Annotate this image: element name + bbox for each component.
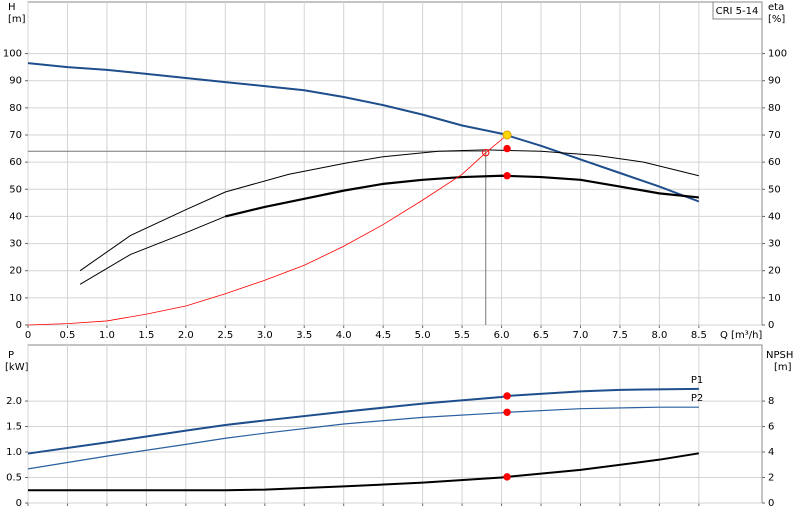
y2-tick-label: 20 xyxy=(768,266,781,277)
x-tick-label: 7.0 xyxy=(573,330,589,341)
y2-tick-label: 0 xyxy=(768,320,774,331)
y-label: H xyxy=(8,2,16,13)
y-tick-label: 100 xyxy=(3,49,22,60)
y2-unit: [%] xyxy=(768,14,785,25)
series-line xyxy=(27,406,699,470)
y-tick-label: 10 xyxy=(9,293,22,304)
x-tick-label: 4.0 xyxy=(336,330,352,341)
marker xyxy=(503,144,511,153)
series-line xyxy=(27,62,700,203)
x-tick-label: 5.0 xyxy=(415,330,431,341)
y-unit: [kW] xyxy=(5,362,29,373)
series-line xyxy=(79,149,699,272)
y2-tick-label: 2 xyxy=(768,473,774,484)
y2-tick-label: 6 xyxy=(768,422,774,433)
x-tick-label: 1.0 xyxy=(99,330,115,341)
x-tick-label: 1.5 xyxy=(138,330,154,341)
series-line xyxy=(27,134,508,326)
y2-tick-label: 70 xyxy=(768,130,781,141)
y-tick-label: 0.5 xyxy=(6,473,22,484)
series-line xyxy=(79,215,226,285)
y-tick-label: 0 xyxy=(16,498,22,509)
y-tick-label: 60 xyxy=(9,157,22,168)
series-label: P1 xyxy=(691,375,703,386)
y-tick-label: 0 xyxy=(16,320,22,331)
y2-label: NPSH xyxy=(766,350,793,361)
y2-unit: [m] xyxy=(774,362,792,373)
x-tick-label: 0.5 xyxy=(60,330,76,341)
legend-box xyxy=(712,1,763,20)
y2-tick-label: 50 xyxy=(768,184,781,195)
x-tick-label: 3.0 xyxy=(257,330,273,341)
plot-frame xyxy=(27,344,763,504)
y2-tick-label: 60 xyxy=(768,157,781,168)
marker xyxy=(503,392,511,400)
marker xyxy=(503,473,511,481)
y-tick-label: 2.0 xyxy=(6,396,22,407)
x-tick-label: 0 xyxy=(25,330,31,341)
x-tick-label: 3.5 xyxy=(296,330,312,341)
y2-tick-label: 10 xyxy=(768,293,781,304)
y2-label: eta xyxy=(768,2,784,13)
y2-tick-label: 100 xyxy=(768,49,787,60)
legend-label: CRI 5-14 xyxy=(716,6,759,17)
marker xyxy=(503,172,511,180)
x-label: Q [m³/h] xyxy=(720,330,762,341)
marker xyxy=(503,408,511,416)
x-tick-label: 6.0 xyxy=(494,330,510,341)
y-tick-label: 30 xyxy=(9,239,22,250)
y-tick-label: 80 xyxy=(9,103,22,114)
y-tick-label: 50 xyxy=(9,184,22,195)
y-tick-label: 40 xyxy=(9,211,22,222)
y2-tick-label: 80 xyxy=(768,103,781,114)
y2-tick-label: 8 xyxy=(768,396,774,407)
y-tick-label: 1.0 xyxy=(6,447,22,458)
x-tick-label: 8.0 xyxy=(651,330,667,341)
y2-tick-label: 0 xyxy=(768,498,774,509)
series-line xyxy=(27,387,699,455)
y-tick-label: 90 xyxy=(9,76,22,87)
x-tick-label: 2.5 xyxy=(217,330,233,341)
x-tick-label: 4.5 xyxy=(375,330,391,341)
y2-tick-label: 4 xyxy=(768,447,774,458)
marker xyxy=(482,148,490,157)
x-tick-label: 2.0 xyxy=(178,330,194,341)
series-line xyxy=(28,452,700,492)
y2-tick-label: 90 xyxy=(768,76,781,87)
y-label: P xyxy=(8,350,14,361)
x-tick-label: 8.5 xyxy=(691,330,707,341)
x-tick-label: 5.5 xyxy=(454,330,470,341)
y2-tick-label: 40 xyxy=(768,211,781,222)
series-label: P2 xyxy=(691,393,703,404)
plot-frame xyxy=(27,1,763,326)
y2-tick-label: 30 xyxy=(768,239,781,250)
x-tick-label: 7.5 xyxy=(612,330,628,341)
y-tick-label: 1.5 xyxy=(6,422,22,433)
marker xyxy=(502,130,512,140)
y-unit: [m] xyxy=(8,14,26,25)
x-tick-label: 6.5 xyxy=(533,330,549,341)
series-line xyxy=(225,174,699,218)
y-tick-label: 20 xyxy=(9,266,22,277)
y-tick-label: 70 xyxy=(9,130,22,141)
